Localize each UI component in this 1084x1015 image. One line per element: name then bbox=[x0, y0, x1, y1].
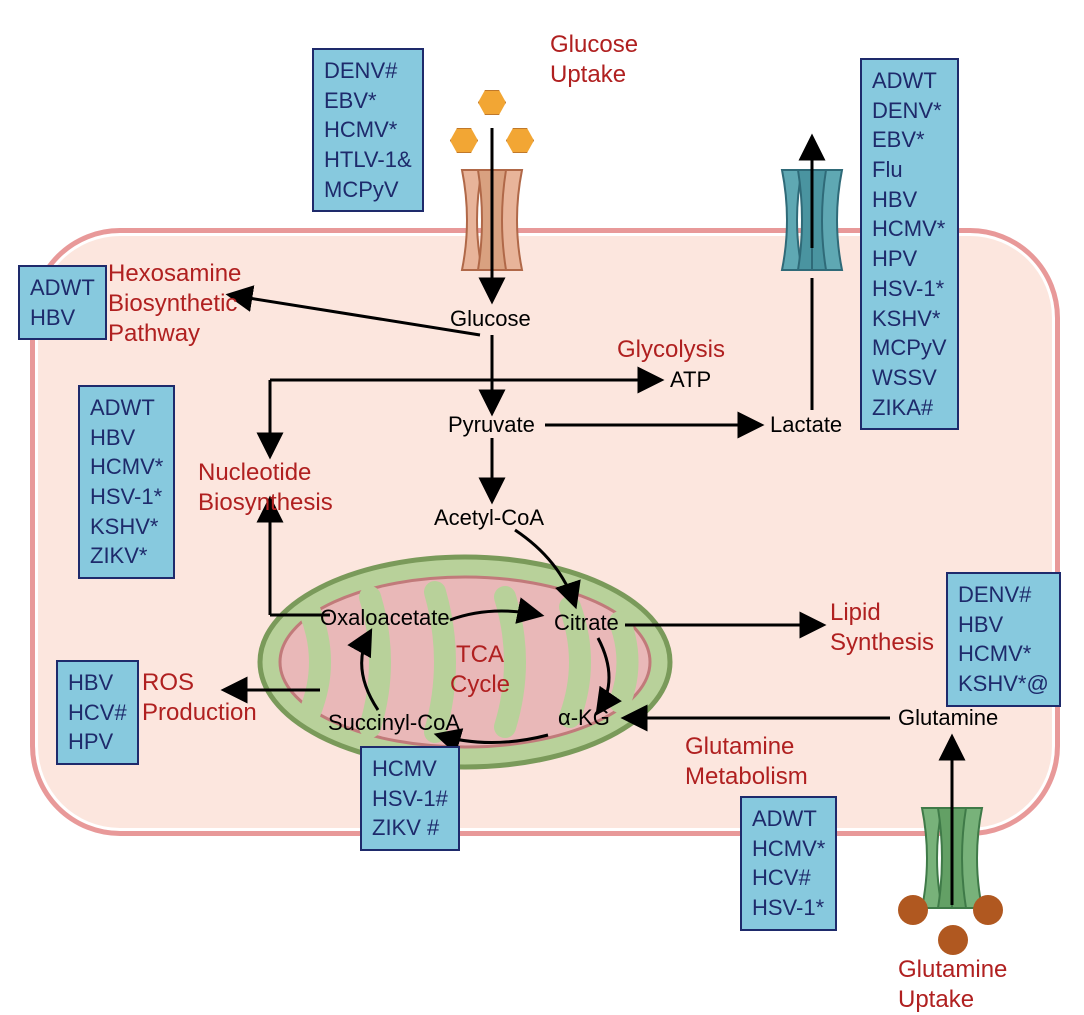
label-glutamine: Glutamine bbox=[898, 705, 998, 731]
label-oxaloacetate: Oxaloacetate bbox=[320, 605, 450, 631]
label-akg: α-KG bbox=[558, 705, 610, 731]
label-glutamine-uptake: Glutamine Uptake bbox=[898, 955, 1007, 1015]
virus-item: HBV bbox=[90, 423, 163, 453]
virus-item: KSHV*@ bbox=[958, 669, 1049, 699]
virus-item: HTLV-1& bbox=[324, 145, 412, 175]
label-lipid: Lipid Synthesis bbox=[830, 598, 934, 658]
virus-item: HBV bbox=[30, 303, 95, 333]
label-hexosamine: Hexosamine Biosynthetic Pathway bbox=[108, 259, 241, 349]
label-tca: TCA Cycle bbox=[450, 640, 510, 700]
virus-item: HBV bbox=[958, 610, 1049, 640]
virus-item: HPV bbox=[872, 244, 947, 274]
virus-item: HCV# bbox=[752, 863, 825, 893]
label-ros: ROS Production bbox=[142, 668, 257, 728]
virus-item: HSV-1* bbox=[752, 893, 825, 923]
virus-item: ADWT bbox=[90, 393, 163, 423]
lactate-transporter-icon bbox=[762, 160, 862, 285]
virus-box-tca: HCMVHSV-1#ZIKV # bbox=[360, 746, 460, 851]
virus-item: HBV bbox=[872, 185, 947, 215]
glutamine-dot-icon bbox=[973, 895, 1003, 925]
virus-item: EBV* bbox=[872, 125, 947, 155]
virus-item: HCMV* bbox=[752, 834, 825, 864]
virus-item: HCMV* bbox=[324, 115, 412, 145]
label-lactate: Lactate bbox=[770, 412, 842, 438]
label-pyruvate: Pyruvate bbox=[448, 412, 535, 438]
virus-box-lipid: DENV#HBVHCMV*KSHV*@ bbox=[946, 572, 1061, 707]
virus-item: HCMV bbox=[372, 754, 448, 784]
virus-item: HCMV* bbox=[958, 639, 1049, 669]
label-glucose-uptake: Glucose Uptake bbox=[550, 30, 638, 90]
glucose-transporter-icon bbox=[442, 160, 542, 285]
glutamine-dot-icon bbox=[938, 925, 968, 955]
virus-item: ADWT bbox=[30, 273, 95, 303]
glucose-hexagon-icon bbox=[506, 128, 534, 153]
virus-item: HSV-1* bbox=[872, 274, 947, 304]
label-nucleotide: Nucleotide Biosynthesis bbox=[198, 458, 333, 518]
virus-item: HBV bbox=[68, 668, 127, 698]
virus-box-lactate: ADWTDENV*EBV*FluHBVHCMV*HPVHSV-1*KSHV*MC… bbox=[860, 58, 959, 430]
virus-item: ZIKA# bbox=[872, 393, 947, 423]
virus-box-glutamine: ADWTHCMV*HCV#HSV-1* bbox=[740, 796, 837, 931]
virus-box-glucose-uptake: DENV#EBV*HCMV*HTLV-1&MCPyV bbox=[312, 48, 424, 212]
glucose-hexagon-icon bbox=[478, 90, 506, 115]
virus-item: EBV* bbox=[324, 86, 412, 116]
virus-item: KSHV* bbox=[872, 304, 947, 334]
virus-item: DENV* bbox=[872, 96, 947, 126]
label-glucose: Glucose bbox=[450, 306, 531, 332]
virus-item: Flu bbox=[872, 155, 947, 185]
virus-item: HPV bbox=[68, 727, 127, 757]
virus-item: DENV# bbox=[324, 56, 412, 86]
label-atp: ATP bbox=[670, 367, 711, 393]
label-acetylcoa: Acetyl-CoA bbox=[434, 505, 544, 531]
virus-item: ADWT bbox=[872, 66, 947, 96]
virus-item: KSHV* bbox=[90, 512, 163, 542]
label-succinylcoa: Succinyl-CoA bbox=[328, 710, 460, 736]
virus-item: HCMV* bbox=[90, 452, 163, 482]
label-citrate: Citrate bbox=[554, 610, 619, 636]
glutamine-dot-icon bbox=[898, 895, 928, 925]
virus-item: HCV# bbox=[68, 698, 127, 728]
virus-item: WSSV bbox=[872, 363, 947, 393]
virus-item: ZIKV* bbox=[90, 541, 163, 571]
virus-item: ZIKV # bbox=[372, 813, 448, 843]
virus-box-nucleotide: ADWTHBVHCMV*HSV-1*KSHV*ZIKV* bbox=[78, 385, 175, 579]
virus-item: MCPyV bbox=[324, 175, 412, 205]
virus-item: ADWT bbox=[752, 804, 825, 834]
glucose-hexagon-icon bbox=[450, 128, 478, 153]
virus-item: MCPyV bbox=[872, 333, 947, 363]
diagram-canvas: Glucose Uptake Hexosamine Biosynthetic P… bbox=[0, 0, 1084, 1015]
virus-item: HSV-1# bbox=[372, 784, 448, 814]
label-glycolysis: Glycolysis bbox=[617, 335, 725, 365]
virus-box-hexosamine: ADWTHBV bbox=[18, 265, 107, 340]
virus-box-ros: HBVHCV#HPV bbox=[56, 660, 139, 765]
label-glutamine-metab: Glutamine Metabolism bbox=[685, 732, 808, 792]
virus-item: HSV-1* bbox=[90, 482, 163, 512]
virus-item: HCMV* bbox=[872, 214, 947, 244]
virus-item: DENV# bbox=[958, 580, 1049, 610]
